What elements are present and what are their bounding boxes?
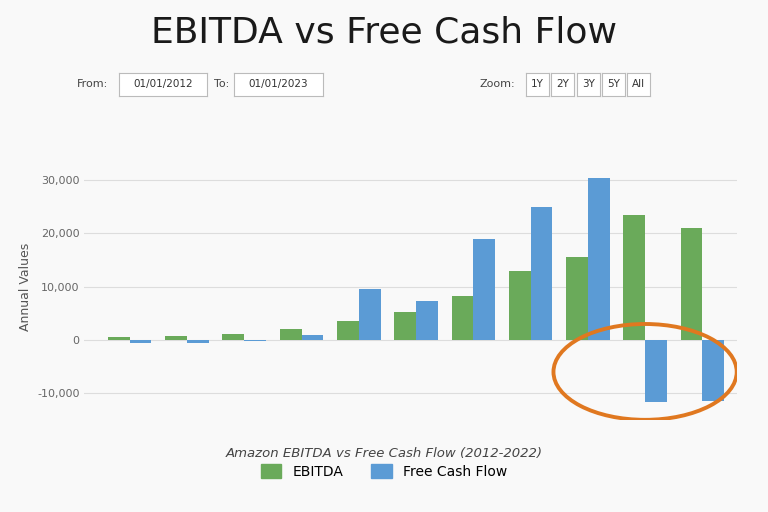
Bar (359, 289, 380, 340)
Text: To:: To: (214, 79, 229, 90)
Bar (566, 258, 588, 340)
Bar (531, 207, 552, 340)
Text: 01/01/2012: 01/01/2012 (134, 79, 193, 90)
Bar (394, 312, 416, 340)
Bar (703, 340, 724, 401)
Text: 3Y: 3Y (582, 79, 594, 90)
Text: 5Y: 5Y (607, 79, 620, 90)
Bar (473, 239, 495, 340)
Bar (508, 271, 531, 340)
Bar (416, 301, 438, 340)
Bar (588, 178, 610, 340)
Bar (280, 329, 302, 340)
Bar (680, 228, 703, 340)
Text: From:: From: (77, 79, 108, 90)
Text: Amazon EBITDA vs Free Cash Flow (2012-2022): Amazon EBITDA vs Free Cash Flow (2012-20… (226, 446, 542, 460)
Bar (302, 335, 323, 340)
Text: All: All (632, 79, 646, 90)
Bar (165, 336, 187, 340)
Y-axis label: Annual Values: Annual Values (18, 243, 31, 331)
Text: EBITDA vs Free Cash Flow: EBITDA vs Free Cash Flow (151, 15, 617, 49)
Bar (645, 340, 667, 402)
Text: 2Y: 2Y (557, 79, 569, 90)
Text: 1Y: 1Y (531, 79, 544, 90)
Legend: EBITDA, Free Cash Flow: EBITDA, Free Cash Flow (255, 459, 513, 484)
Text: Zoom:: Zoom: (480, 79, 515, 90)
Text: 01/01/2023: 01/01/2023 (249, 79, 308, 90)
Bar (452, 296, 473, 340)
Bar (244, 340, 266, 341)
Bar (108, 337, 130, 340)
Bar (337, 321, 359, 340)
Bar (223, 334, 244, 340)
Bar (187, 340, 209, 343)
Bar (624, 215, 645, 340)
Bar (130, 340, 151, 343)
